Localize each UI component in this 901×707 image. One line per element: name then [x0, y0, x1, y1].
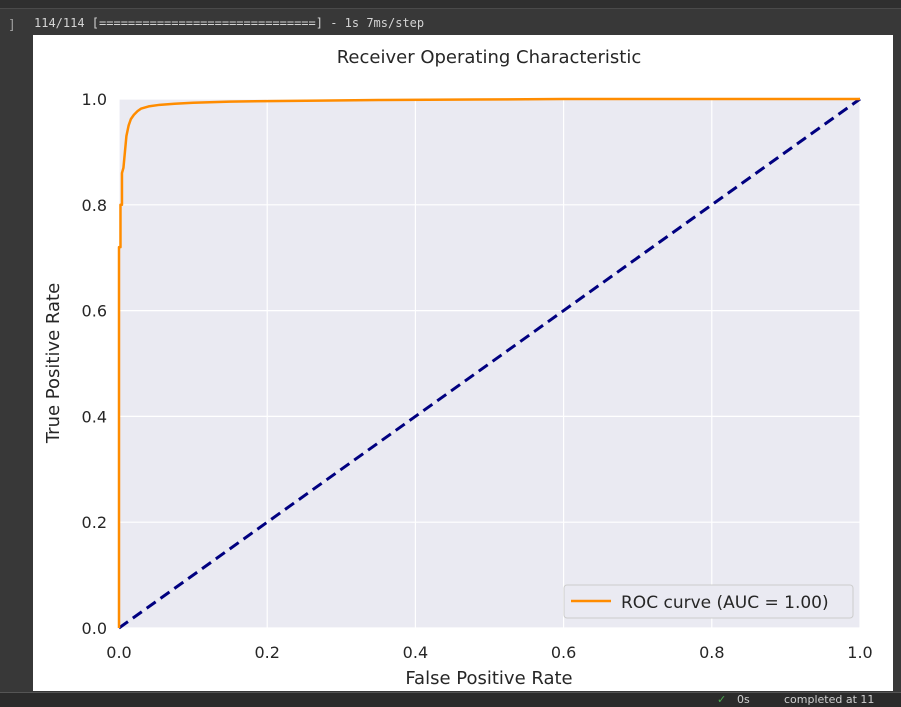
x-tick-label: 0.2 — [254, 643, 279, 662]
y-tick-label: 0.2 — [82, 513, 107, 532]
x-axis-label: False Positive Rate — [405, 668, 572, 689]
x-tick-label: 1.0 — [847, 643, 872, 662]
y-axis-label: True Positive Rate — [43, 283, 64, 444]
x-tick-label: 0.6 — [551, 643, 576, 662]
y-tick-label: 0.6 — [82, 302, 107, 321]
status-bar — [0, 692, 901, 707]
cell-bracket[interactable]: ] — [8, 18, 16, 33]
y-tick-label: 1.0 — [82, 90, 107, 109]
check-icon: ✓ — [717, 693, 727, 706]
y-tick-label: 0.4 — [82, 407, 107, 426]
roc-curve-line — [117, 97, 860, 628]
tick-labels: 0.0 0.2 0.4 0.6 0.8 1.0 0.0 0.2 0.4 0.6 0.8 1.0 — [82, 90, 873, 662]
chart-title: Receiver Operating Characteristic — [337, 47, 642, 68]
top-divider — [0, 0, 901, 9]
y-tick-label: 0.8 — [82, 196, 107, 215]
cell-progress-output: 114/114 [==============================]… — [34, 16, 425, 30]
status-time: 0s — [737, 693, 750, 706]
legend: ROC curve (AUC = 1.00) — [563, 584, 854, 619]
legend-box — [563, 584, 854, 619]
roc-chart: 0.0 0.2 0.4 0.6 0.8 1.0 0.0 0.2 0.4 0.6 0.8 1.0 Rec… — [43, 47, 873, 689]
x-tick-label: 0.8 — [699, 643, 724, 662]
x-tick-label: 0.4 — [403, 643, 428, 662]
status-completed-text: completed at 11 — [784, 693, 875, 706]
curves — [117, 97, 861, 630]
y-tick-label: 0.0 — [82, 619, 107, 638]
diagonal-chance-line — [118, 97, 861, 630]
roc-figure: 0.0 0.2 0.4 0.6 0.8 1.0 0.0 0.2 0.4 0.6 0.8 1.0 Rec… — [33, 35, 893, 691]
x-tick-label: 0.0 — [106, 643, 131, 662]
legend-label-roc: ROC curve (AUC = 1.00) — [621, 593, 829, 613]
grid-lines — [118, 98, 861, 629]
